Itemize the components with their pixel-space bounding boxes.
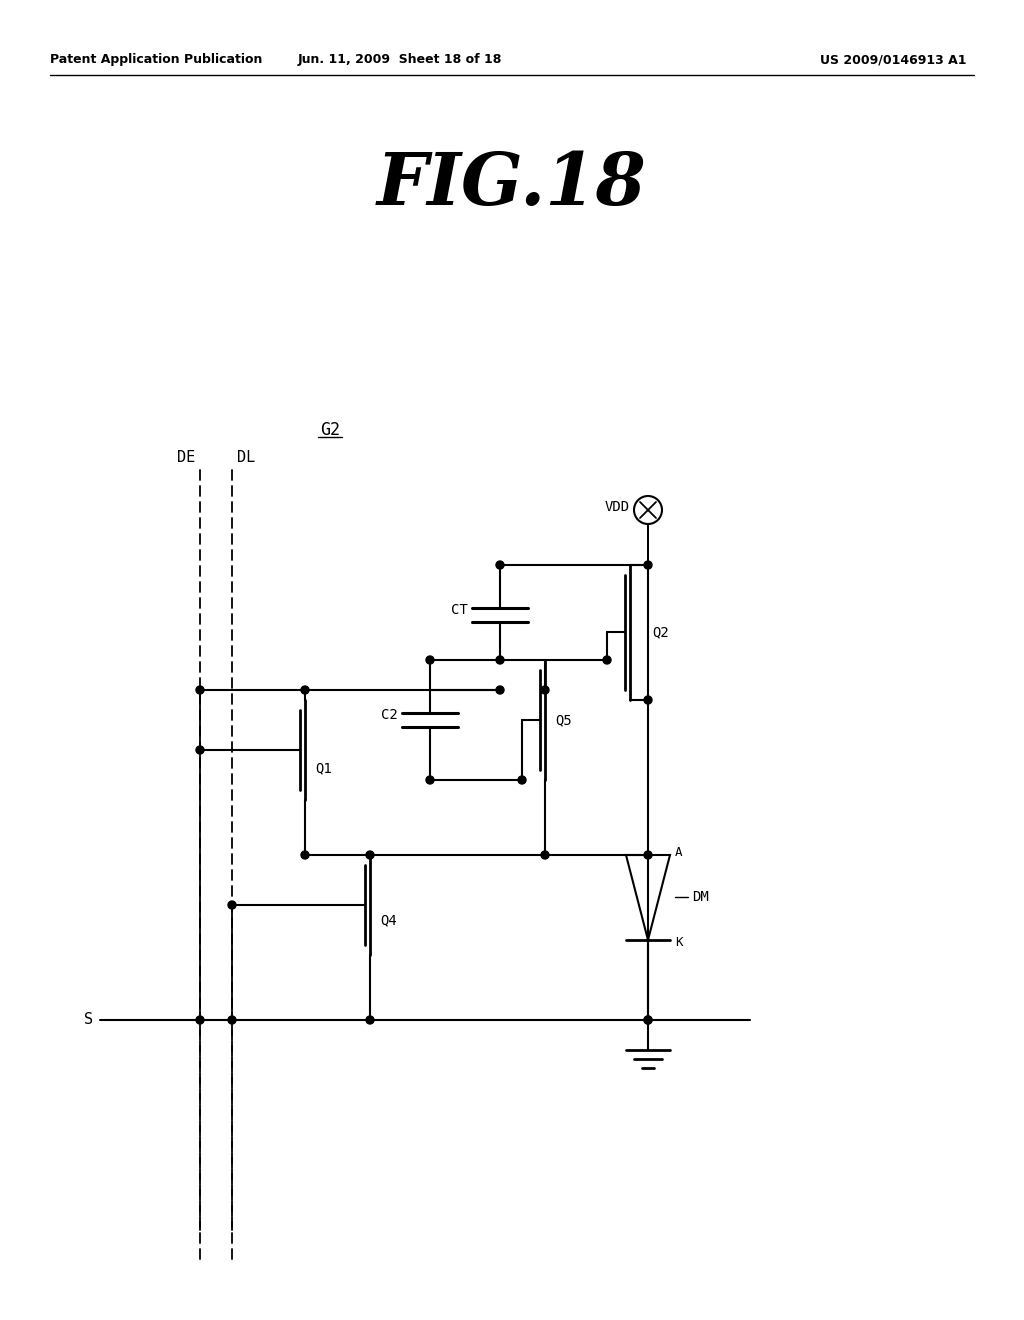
Text: DE: DE <box>177 450 195 466</box>
Circle shape <box>644 851 652 859</box>
Text: Jun. 11, 2009  Sheet 18 of 18: Jun. 11, 2009 Sheet 18 of 18 <box>298 54 502 66</box>
Text: CT: CT <box>452 603 468 616</box>
Text: G2: G2 <box>319 421 340 440</box>
Circle shape <box>518 776 526 784</box>
Text: C2: C2 <box>381 708 398 722</box>
Circle shape <box>541 686 549 694</box>
Circle shape <box>644 1016 652 1024</box>
Text: Patent Application Publication: Patent Application Publication <box>50 54 262 66</box>
Circle shape <box>496 561 504 569</box>
Circle shape <box>426 656 434 664</box>
Circle shape <box>301 686 309 694</box>
Circle shape <box>228 1016 236 1024</box>
Circle shape <box>301 851 309 859</box>
Circle shape <box>196 686 204 694</box>
Circle shape <box>541 851 549 859</box>
Text: Q4: Q4 <box>380 913 396 927</box>
Circle shape <box>496 686 504 694</box>
Circle shape <box>644 561 652 569</box>
Circle shape <box>366 1016 374 1024</box>
Text: VDD: VDD <box>605 500 630 513</box>
Circle shape <box>426 776 434 784</box>
Text: DM: DM <box>692 890 709 904</box>
Circle shape <box>196 746 204 754</box>
Text: Q5: Q5 <box>555 713 571 727</box>
Text: K: K <box>675 936 683 949</box>
Text: Q2: Q2 <box>652 624 669 639</box>
Circle shape <box>496 656 504 664</box>
Circle shape <box>366 851 374 859</box>
Text: FIG.18: FIG.18 <box>377 149 647 220</box>
Text: US 2009/0146913 A1: US 2009/0146913 A1 <box>820 54 967 66</box>
Text: S: S <box>84 1012 93 1027</box>
Circle shape <box>644 1016 652 1024</box>
Text: A: A <box>675 846 683 859</box>
Circle shape <box>196 1016 204 1024</box>
Circle shape <box>644 696 652 704</box>
Text: Q1: Q1 <box>315 762 332 775</box>
Circle shape <box>228 902 236 909</box>
Circle shape <box>603 656 611 664</box>
Text: DL: DL <box>237 450 255 466</box>
